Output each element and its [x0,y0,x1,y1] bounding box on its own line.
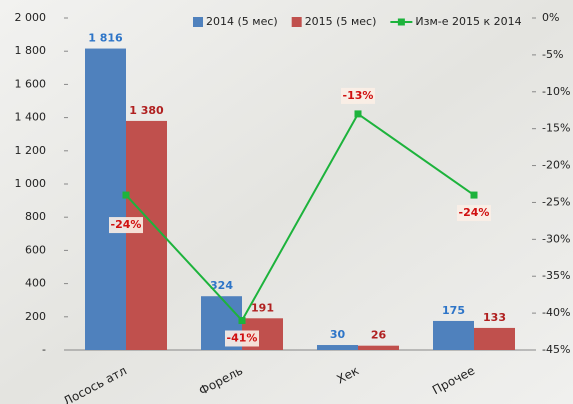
bar-value-label: 191 [251,301,274,314]
bar-value-label: 175 [442,304,465,317]
y2-tick-label: -5% [542,48,563,61]
bar-value-label: 26 [371,329,387,342]
bar [358,346,399,350]
bar [126,121,167,350]
y-tick-label: 800 [25,210,46,223]
legend-swatch [292,17,302,27]
line-marker [239,317,246,324]
y2-tick-label: -25% [542,195,570,208]
legend-label: 2015 (5 мес) [305,15,377,28]
y-tick-label: 2 000 [15,11,47,24]
y-tick-label: 1 400 [15,111,47,124]
bar-value-label: 1 380 [129,104,164,117]
bar [474,328,515,350]
bar [433,321,474,350]
y-tick-label: 600 [25,243,46,256]
y2-tick-label: -20% [542,159,570,172]
y-tick-label: 1 600 [15,77,47,90]
bar-value-label: 30 [330,328,346,341]
legend-marker [398,19,405,26]
y-tick-label: 1 800 [15,44,47,57]
line-value-label: -41% [227,331,258,344]
y-tick-label: 200 [25,310,46,323]
y-tick-label: 1 000 [15,177,47,190]
y2-tick-label: -10% [542,85,570,98]
y2-tick-label: -30% [542,232,570,245]
line-marker [355,110,362,117]
y2-tick-label: -35% [542,269,570,282]
bar [85,49,126,350]
legend-label: Изм-е 2015 к 2014 [415,15,521,28]
legend-label: 2014 (5 мес) [206,15,278,28]
y2-tick-label: -40% [542,306,570,319]
y-tick-label: - [42,343,46,356]
bar-value-label: 133 [483,311,506,324]
y2-tick-label: 0% [542,11,559,24]
chart: - 200 400 600 800 1 000 1 200 1 400 1 600 1 800 2 … [0,0,573,404]
y2-tick-label: -45% [542,343,570,356]
y2-tick-label: -15% [542,122,570,135]
y-tick-label: 400 [25,277,46,290]
line-marker [123,192,130,199]
legend-swatch [193,17,203,27]
line-marker [471,192,478,199]
line-value-label: -24% [459,206,490,219]
bar [317,345,358,350]
bar-value-label: 1 816 [88,32,123,45]
line-value-label: -13% [343,89,374,102]
line-value-label: -24% [111,218,142,231]
y-tick-label: 1 200 [15,144,47,157]
